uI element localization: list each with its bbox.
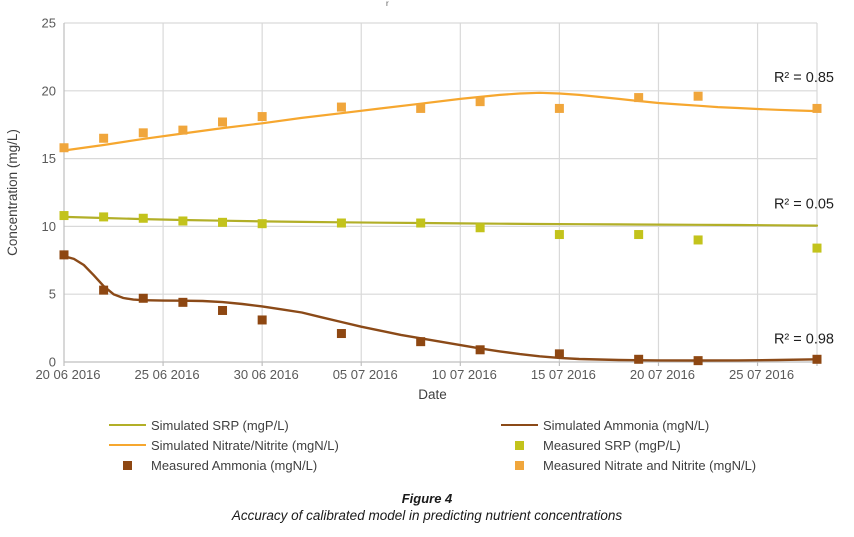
marker-meas_ammonia xyxy=(475,345,485,355)
legend-line-swatch xyxy=(501,424,538,426)
legend-line-swatch xyxy=(109,444,146,446)
y-tick-label: 25 xyxy=(42,16,56,31)
x-tick-label: 25 07 2016 xyxy=(729,367,794,382)
legend-right-column: Simulated Ammonia (mgN/L) Measured SRP (m… xyxy=(501,415,756,475)
marker-meas_ammonia xyxy=(416,337,426,347)
legend-square-swatch xyxy=(109,460,146,470)
marker-meas_nitrate xyxy=(99,133,109,143)
series-meas_srp xyxy=(59,211,822,253)
legend-label: Measured Nitrate and Nitrite (mgN/L) xyxy=(543,457,757,473)
marker-meas_srp xyxy=(336,218,346,228)
x-tick-label: 05 07 2016 xyxy=(333,367,398,382)
marker-meas_ammonia xyxy=(812,354,822,364)
x-tick-label: 15 07 2016 xyxy=(531,367,596,382)
legend-label: Measured SRP (mgP/L) xyxy=(543,437,681,453)
marker-meas_srp xyxy=(138,213,148,223)
y-tick-label: 0 xyxy=(49,355,56,370)
marker-meas_ammonia xyxy=(693,356,703,366)
marker-meas_nitrate xyxy=(475,97,485,107)
marker-meas_ammonia xyxy=(336,329,346,339)
series-meas_nitrate xyxy=(59,91,822,153)
x-tick-label: 20 06 2016 xyxy=(35,367,100,382)
marker-meas_nitrate xyxy=(416,103,426,113)
marker-meas_srp xyxy=(257,219,267,229)
gridlines xyxy=(64,22,818,362)
marker-meas_nitrate xyxy=(257,112,267,122)
marker-meas_srp xyxy=(634,230,644,240)
line-sim_srp xyxy=(62,215,819,227)
cropped-title-fragment: r xyxy=(386,0,389,8)
legend-item-sim_srp: Simulated SRP (mgP/L) xyxy=(109,415,339,435)
marker-meas_srp xyxy=(416,218,426,228)
marker-meas_nitrate xyxy=(554,103,564,113)
marker-meas_ammonia xyxy=(178,297,188,307)
marker-meas_ammonia xyxy=(218,305,228,315)
y-tick-label: 20 xyxy=(42,83,56,98)
legend-label: Simulated Nitrate/Nitrite (mgN/L) xyxy=(151,437,339,453)
x-tick-label: 20 07 2016 xyxy=(630,367,695,382)
legend-label: Simulated SRP (mgP/L) xyxy=(151,417,289,433)
marker-meas_srp xyxy=(693,235,703,245)
legend-square-swatch xyxy=(501,440,538,450)
line-sim_ammonia xyxy=(62,255,819,362)
marker-meas_nitrate xyxy=(138,128,148,138)
marker-meas_srp xyxy=(812,243,822,253)
legend-item-sim_ammonia: Simulated Ammonia (mgN/L) xyxy=(501,415,756,435)
legend-item-sim_nitrate: Simulated Nitrate/Nitrite (mgN/L) xyxy=(109,435,339,455)
series-sim_nitrate xyxy=(62,91,819,152)
y-tick-label: 5 xyxy=(49,287,56,302)
r-squared-annotation: R² = 0.85 xyxy=(774,70,834,86)
marker-meas_srp xyxy=(475,223,485,233)
series-sim_srp xyxy=(62,215,819,227)
series-meas_ammonia xyxy=(59,250,822,366)
y-tick-label: 10 xyxy=(42,219,56,234)
legend-square-swatch xyxy=(501,460,538,470)
legend-item-meas_nitrate: Measured Nitrate and Nitrite (mgN/L) xyxy=(501,455,756,475)
marker-meas_srp xyxy=(554,230,564,240)
caption-title: Figure 4 xyxy=(401,491,453,506)
legend-left-column: Simulated SRP (mgP/L) Simulated Nitrate/N… xyxy=(109,415,339,475)
x-tick-label: 10 07 2016 xyxy=(432,367,497,382)
marker-meas_ammonia xyxy=(59,250,69,260)
legend-label: Measured Ammonia (mgN/L) xyxy=(151,457,318,473)
y-tick-label: 15 xyxy=(42,151,56,166)
y-axis-title: Concentration (mg/L) xyxy=(5,129,20,256)
marker-meas_srp xyxy=(178,216,188,226)
marker-meas_nitrate xyxy=(812,103,822,113)
legend-line-swatch xyxy=(109,424,146,426)
caption-subtitle: Accuracy of calibrated model in predicti… xyxy=(231,508,623,523)
r-squared-annotation: R² = 0.98 xyxy=(774,331,834,347)
marker-meas_ammonia xyxy=(634,354,644,364)
legend-label: Simulated Ammonia (mgN/L) xyxy=(543,417,710,433)
series-sim_ammonia xyxy=(62,255,819,362)
x-axis-title: Date xyxy=(418,387,447,402)
x-tick-label: 30 06 2016 xyxy=(234,367,299,382)
legend-item-meas_srp: Measured SRP (mgP/L) xyxy=(501,435,756,455)
axis-labels: 0 5 10 15 20 25 20 06 2016 25 06 2016 30 06 2016… xyxy=(5,16,834,403)
marker-meas_ammonia xyxy=(554,349,564,359)
marker-meas_nitrate xyxy=(59,143,69,153)
x-tick-label: 25 06 2016 xyxy=(135,367,200,382)
marker-meas_nitrate xyxy=(178,125,188,135)
axes xyxy=(63,23,818,366)
marker-meas_ammonia xyxy=(138,293,148,303)
marker-meas_ammonia xyxy=(99,285,109,295)
marker-meas_srp xyxy=(59,211,69,221)
line-sim_nitrate xyxy=(62,91,819,152)
marker-meas_nitrate xyxy=(634,93,644,103)
marker-meas_srp xyxy=(99,212,109,222)
figure-caption: Figure 4 Accuracy of calibrated model in… xyxy=(0,491,854,523)
marker-meas_nitrate xyxy=(336,102,346,112)
marker-meas_nitrate xyxy=(218,117,228,127)
marker-meas_srp xyxy=(218,217,228,227)
marker-meas_ammonia xyxy=(257,315,267,325)
marker-meas_nitrate xyxy=(693,91,703,101)
nutrient-concentration-chart: 0 5 10 15 20 25 20 06 2016 25 06 2016 30 06 2016… xyxy=(5,16,834,403)
r-squared-annotation: R² = 0.05 xyxy=(774,196,834,212)
legend-item-meas_ammonia: Measured Ammonia (mgN/L) xyxy=(109,455,339,475)
